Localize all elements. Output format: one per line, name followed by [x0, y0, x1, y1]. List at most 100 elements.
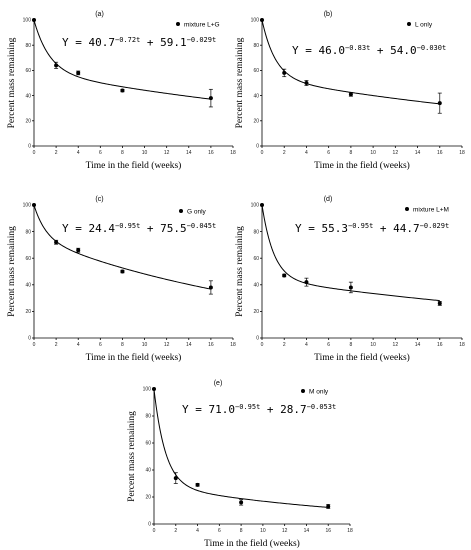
y-axis-label: Percent mass remaining — [235, 37, 245, 128]
x-tick-label: 6 — [327, 150, 330, 156]
legend-label: G only — [187, 208, 207, 215]
x-tick-label: 16 — [437, 342, 443, 348]
equation-exponent: −0.83t — [345, 44, 370, 52]
equation-term: 54.0 — [390, 44, 417, 57]
y-tick-label: 40 — [253, 93, 259, 99]
data-point — [282, 273, 287, 278]
equation-term: + — [140, 36, 160, 49]
x-tick-label: 0 — [33, 150, 36, 156]
x-tick-label: 14 — [304, 528, 310, 534]
y-tick-label: 80 — [25, 229, 31, 235]
x-tick-label: 18 — [230, 342, 236, 348]
data-point — [239, 500, 244, 505]
data-point — [304, 81, 309, 85]
legend-marker — [176, 22, 180, 26]
y-tick-label: 80 — [25, 43, 31, 49]
x-tick-label: 10 — [142, 342, 148, 348]
data-point — [348, 285, 353, 290]
y-tick-label: 100 — [251, 203, 260, 209]
y-tick-label: 0 — [256, 144, 259, 150]
x-tick-label: 8 — [240, 528, 243, 534]
equation-term: 24.4 — [89, 222, 116, 235]
legend-label: mixture L+G — [184, 21, 220, 28]
y-tick-label: 60 — [25, 256, 31, 262]
x-tick-label: 4 — [305, 342, 308, 348]
equation-term: 59.1 — [160, 36, 187, 49]
y-tick-label: 60 — [145, 441, 151, 447]
data-point — [260, 18, 264, 22]
y-tick-label: 100 — [251, 18, 260, 24]
y-axis-label: Percent mass remaining — [127, 411, 137, 502]
y-tick-label: 80 — [145, 414, 151, 420]
data-point — [208, 96, 213, 101]
data-point — [173, 476, 178, 481]
legend-label: M only — [309, 388, 329, 395]
equation-term: 75.5 — [160, 222, 187, 235]
equation-exponent: −0.72t — [115, 36, 140, 44]
panel-label: (c) — [95, 196, 103, 203]
equation-term: 44.7 — [393, 222, 420, 235]
x-tick-label: 14 — [186, 342, 192, 348]
x-tick-label: 4 — [305, 150, 308, 156]
panel-label: (e) — [214, 380, 223, 387]
fit-equation: Y = 71.0−0.95t + 28.7−0.053t — [182, 403, 336, 416]
chart-panel-1: 0 20 40 60 80 100 0 2 4 6 8 10 12 14 16 18 Time in the f… — [7, 11, 236, 171]
x-axis-label: Time in the field (weeks) — [204, 538, 300, 549]
x-tick-label: 10 — [142, 150, 148, 156]
fit-equation: Y = 46.0−0.83t + 54.0−0.030t — [292, 44, 446, 57]
chart-panel-3: 0 20 40 60 80 100 0 2 4 6 8 10 12 14 16 18 Time in the f… — [7, 196, 236, 363]
y-tick-label: 80 — [253, 229, 259, 235]
data-point — [32, 18, 36, 22]
equation-term: + — [140, 222, 160, 235]
equation-term: 46.0 — [319, 44, 346, 57]
data-point — [437, 301, 442, 306]
fit-equation: Y = 24.4−0.95t + 75.5−0.045t — [62, 222, 216, 235]
equation-exponent: −0.95t — [235, 403, 260, 411]
x-tick-label: 16 — [208, 342, 214, 348]
x-tick-label: 6 — [218, 528, 221, 534]
equation-term: 71.0 — [209, 403, 236, 416]
equation-term: Y = — [295, 222, 322, 235]
data-point — [208, 285, 213, 290]
x-tick-label: 0 — [261, 150, 264, 156]
equation-term: 40.7 — [89, 36, 116, 49]
y-tick-label: 20 — [25, 309, 31, 315]
y-tick-label: 100 — [23, 18, 32, 24]
x-tick-label: 12 — [393, 342, 399, 348]
chart-panel-5: 0 20 40 60 80 100 0 2 4 6 8 10 12 14 16 18 Time in the f… — [127, 380, 353, 549]
y-axis-label: Percent mass remaining — [235, 226, 245, 317]
y-axis-label: Percent mass remaining — [7, 37, 17, 128]
x-tick-label: 10 — [370, 150, 376, 156]
data-point — [54, 240, 59, 245]
fit-curve — [261, 19, 440, 105]
equation-exponent: −0.030t — [417, 44, 447, 52]
x-tick-label: 0 — [33, 342, 36, 348]
equation-exponent: −0.95t — [115, 222, 140, 230]
x-tick-label: 6 — [99, 150, 102, 156]
x-tick-label: 12 — [282, 528, 288, 534]
y-tick-label: 20 — [25, 119, 31, 125]
x-tick-label: 18 — [230, 150, 236, 156]
y-tick-label: 100 — [23, 203, 32, 209]
data-point — [304, 280, 309, 285]
data-point — [76, 70, 81, 75]
legend-label: mixture L+M — [413, 206, 449, 213]
panel-label: (a) — [95, 11, 104, 18]
equation-exponent: −0.029t — [420, 222, 450, 230]
x-tick-label: 18 — [459, 150, 465, 156]
equation-exponent: −0.053t — [307, 403, 337, 411]
x-tick-label: 0 — [261, 342, 264, 348]
x-tick-label: 12 — [164, 150, 170, 156]
y-tick-label: 40 — [145, 468, 151, 474]
equation-exponent: −0.045t — [187, 222, 217, 230]
x-tick-label: 16 — [208, 150, 214, 156]
y-tick-label: 0 — [256, 336, 259, 342]
fit-equation: Y = 40.7−0.72t + 59.1−0.029t — [62, 36, 216, 49]
y-tick-label: 60 — [25, 68, 31, 74]
x-tick-label: 8 — [349, 342, 352, 348]
x-tick-label: 4 — [77, 342, 80, 348]
x-tick-label: 12 — [164, 342, 170, 348]
chart-panel-2: 0 20 40 60 80 100 0 2 4 6 8 10 12 14 16 18 Time in the f… — [235, 11, 465, 171]
x-tick-label: 12 — [393, 150, 399, 156]
